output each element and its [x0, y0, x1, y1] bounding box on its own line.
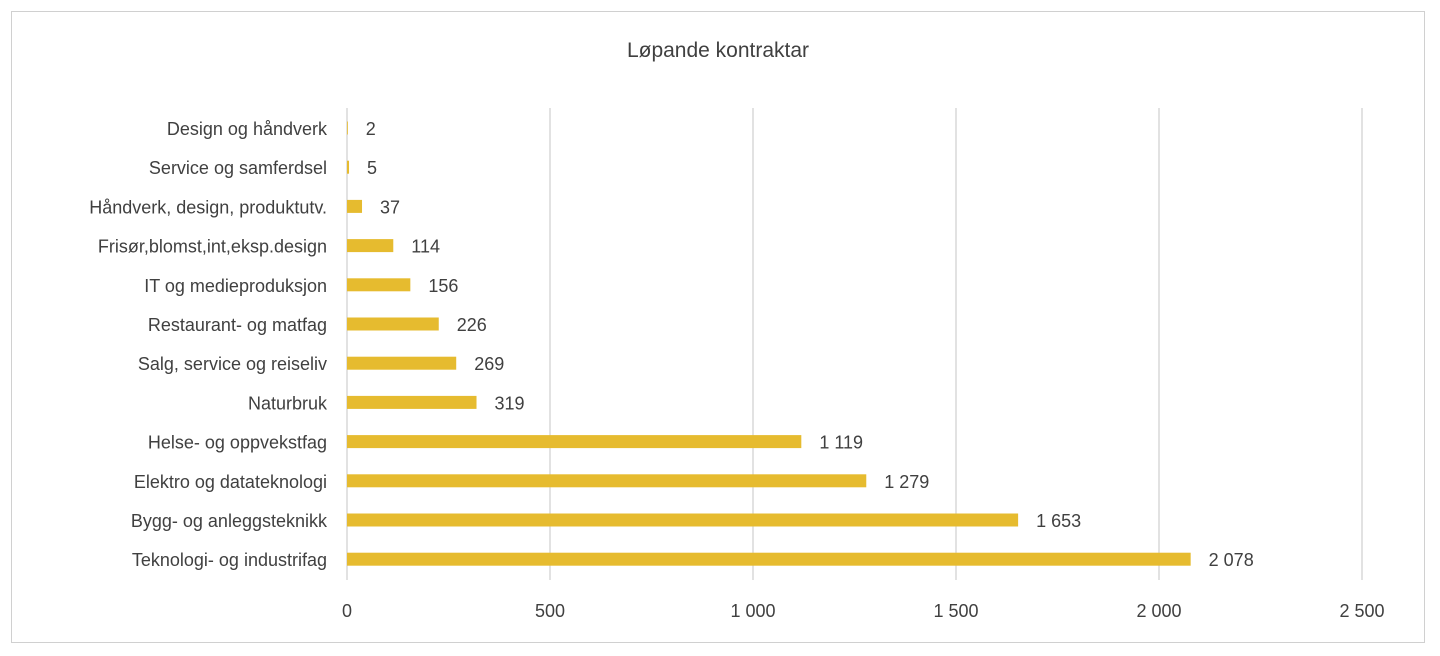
bar	[347, 513, 1019, 527]
category-label: Håndverk, design, produktutv.	[89, 197, 327, 217]
bar	[347, 278, 411, 292]
x-tick-label: 2 000	[1136, 601, 1181, 621]
bar-value-label: 269	[474, 354, 504, 374]
bar-series	[347, 121, 1191, 566]
bar-value-label: 2 078	[1209, 550, 1254, 570]
grid-layer	[346, 108, 1363, 580]
category-label: Restaurant- og matfag	[148, 315, 327, 335]
bar	[347, 552, 1191, 566]
category-label: Bygg- og anleggsteknikk	[131, 511, 328, 531]
bar-value-label: 1 119	[819, 433, 863, 453]
data-labels: 2 537 114 156 226 269 319 1 119 1 279 1 653 2 078	[366, 119, 1254, 570]
category-label: Design og håndverk	[167, 119, 328, 139]
bar	[347, 395, 477, 409]
x-tick-label: 1 500	[933, 601, 978, 621]
category-label: Salg, service og reiseliv	[138, 354, 327, 374]
x-tick-label: 2 500	[1339, 601, 1384, 621]
chart-title: Løpande kontraktar	[627, 39, 809, 62]
x-axis: 0 500 1 000 1 500 2 000 2 500	[342, 601, 1385, 621]
bar	[347, 239, 394, 253]
bar-value-label: 1 653	[1036, 511, 1081, 531]
bar-value-label: 2	[366, 119, 376, 139]
category-label: Helse- og oppvekstfag	[148, 433, 327, 453]
bar-value-label: 1 279	[884, 472, 929, 492]
bar	[347, 317, 439, 331]
bar	[347, 356, 457, 370]
y-axis: Design og håndverk Service og samferdsel H…	[89, 119, 328, 570]
bar	[347, 435, 802, 449]
x-tick-label: 1 000	[730, 601, 775, 621]
bar	[347, 474, 867, 488]
bar-value-label: 156	[428, 276, 458, 296]
category-label: Naturbruk	[248, 393, 328, 413]
category-label: Elektro og datateknologi	[134, 472, 327, 492]
x-tick-label: 0	[342, 601, 352, 621]
chart-frame	[11, 11, 1425, 643]
category-label: Frisør,blomst,int,eksp.design	[98, 237, 327, 257]
category-label: Teknologi- og industrifag	[132, 550, 327, 570]
bar-value-label: 114	[411, 237, 440, 257]
bar-value-label: 37	[380, 197, 400, 217]
bar	[347, 160, 350, 174]
bar-value-label: 226	[457, 315, 487, 335]
category-label: IT og medieproduksjon	[144, 276, 327, 296]
bar	[347, 121, 348, 135]
bar-value-label: 319	[495, 393, 525, 413]
x-tick-label: 500	[535, 601, 565, 621]
bar-value-label: 5	[367, 158, 377, 178]
bar	[347, 199, 363, 213]
category-label: Service og samferdsel	[149, 158, 327, 178]
